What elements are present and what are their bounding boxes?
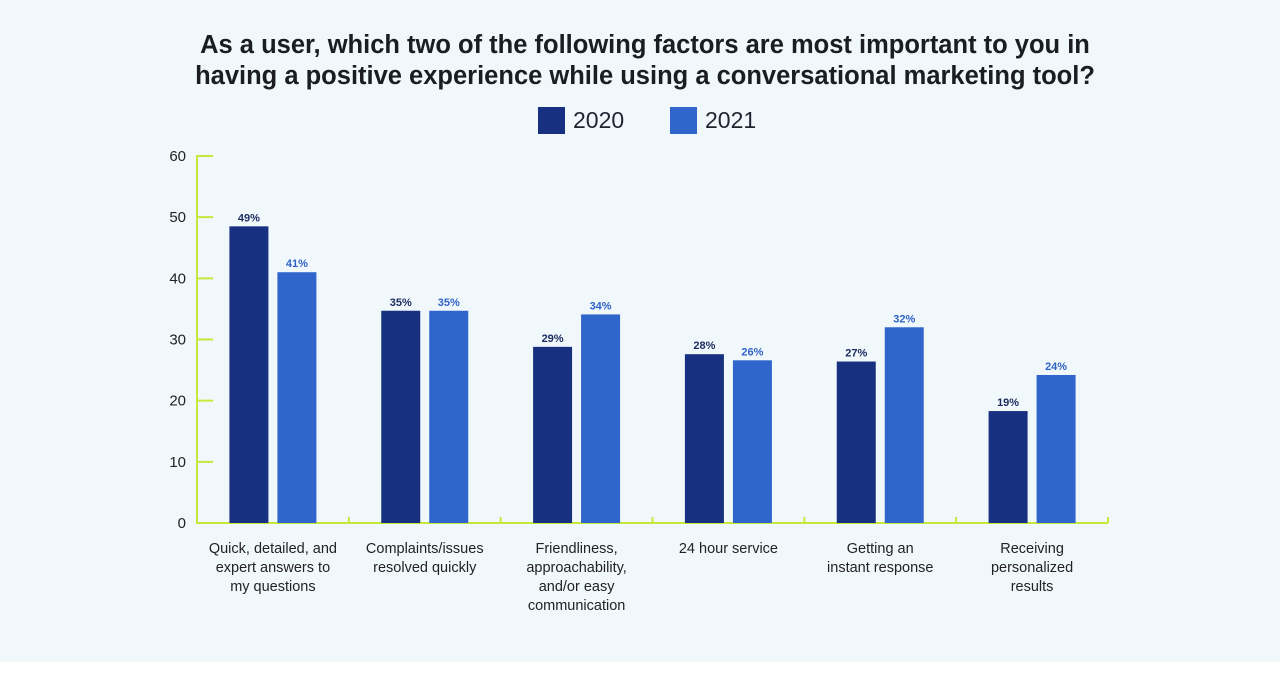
y-tick-label: 50 xyxy=(169,209,186,226)
y-tick-label: 0 xyxy=(178,515,186,532)
y-tick-label: 60 xyxy=(169,148,186,165)
category-label-0: Quick, detailed, and xyxy=(209,541,337,557)
bar-2020-3 xyxy=(684,354,724,523)
chart-title-line-1: As a user, which two of the following fa… xyxy=(200,31,1090,59)
bar-2020-0 xyxy=(229,226,269,523)
category-label-5: personalized xyxy=(991,560,1073,576)
legend-swatch-2020 xyxy=(538,106,565,134)
category-label-4: instant response xyxy=(827,560,933,576)
bar-2020-1 xyxy=(381,310,421,523)
y-tick-label: 30 xyxy=(169,332,186,349)
category-label-5: results xyxy=(1011,579,1054,595)
y-tick-label: 40 xyxy=(169,270,186,287)
chart-panel xyxy=(0,0,1280,662)
category-label-2: communication xyxy=(528,598,626,614)
category-label-1: resolved quickly xyxy=(373,560,477,576)
legend-label-2020: 2020 xyxy=(573,106,625,133)
category-label-0: expert answers to xyxy=(216,560,330,576)
bar-2021-1 xyxy=(429,310,469,523)
bar-2021-3 xyxy=(732,360,772,523)
data-label-2021-5: 24% xyxy=(1045,361,1067,373)
bar-2021-2 xyxy=(581,314,621,523)
data-label-2020-2: 29% xyxy=(542,333,564,345)
chart-title-line-2: having a positive experience while using… xyxy=(195,62,1095,90)
data-label-2020-4: 27% xyxy=(845,348,867,360)
data-label-2020-3: 28% xyxy=(693,340,715,352)
category-label-5: Receiving xyxy=(1000,541,1064,557)
bar-2020-2 xyxy=(533,346,573,523)
y-tick-label: 20 xyxy=(169,393,186,410)
bar-2021-5 xyxy=(1036,374,1076,523)
bar-2021-4 xyxy=(884,327,924,523)
category-label-2: and/or easy xyxy=(539,579,616,595)
data-label-2021-4: 32% xyxy=(893,313,915,325)
category-label-0: my questions xyxy=(230,579,315,595)
data-label-2021-3: 26% xyxy=(741,346,763,358)
data-label-2021-1: 35% xyxy=(438,297,460,309)
category-label-3: 24 hour service xyxy=(679,541,778,557)
data-label-2020-5: 19% xyxy=(997,397,1019,409)
data-label-2021-2: 34% xyxy=(590,300,612,312)
category-label-2: approachability, xyxy=(526,560,627,576)
bar-chart: 0 10 20 30 40 50 60 49% 41% Quick, detailed, and e… xyxy=(169,148,1109,614)
bar-2020-5 xyxy=(988,411,1028,523)
legend: 2020 2021 xyxy=(0,105,1280,135)
y-tick-label: 10 xyxy=(169,454,186,471)
bar-2020-4 xyxy=(836,361,876,523)
chart-title: As a user, which two of the following fa… xyxy=(0,30,1280,92)
category-label-2: Friendliness, xyxy=(535,541,617,557)
data-label-2020-1: 35% xyxy=(390,297,412,309)
data-label-2021-0: 41% xyxy=(286,258,308,270)
category-label-4: Getting an xyxy=(847,541,914,557)
legend-swatch-2021 xyxy=(670,106,697,134)
category-label-1: Complaints/issues xyxy=(366,541,484,557)
legend-label-2021: 2021 xyxy=(705,106,757,133)
legend-item-2020: 2020 xyxy=(538,105,624,135)
bar-2021-0 xyxy=(277,272,317,523)
legend-item-2021: 2021 xyxy=(670,105,756,135)
data-label-2020-0: 49% xyxy=(238,212,260,224)
